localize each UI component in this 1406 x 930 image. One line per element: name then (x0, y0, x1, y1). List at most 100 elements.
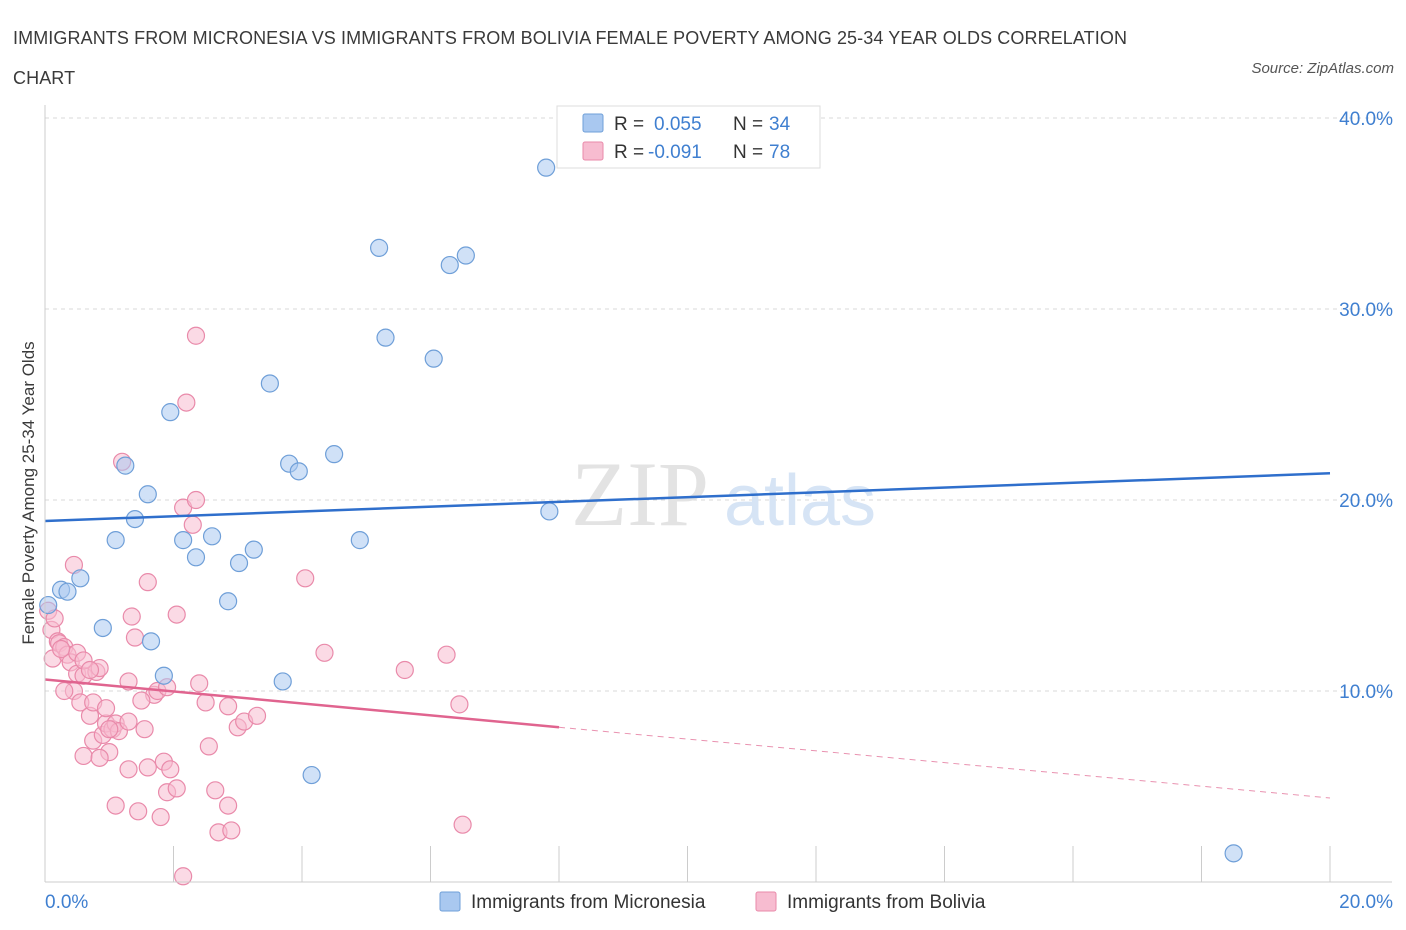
micronesia-point (174, 531, 193, 550)
axes (44, 105, 1392, 883)
bolivia-point (135, 720, 154, 739)
bolivia-point (186, 326, 206, 345)
legend-label-bolivia[interactable]: Immigrants from Bolivia (787, 892, 986, 913)
bolivia-point (100, 720, 119, 739)
micronesia-point (260, 374, 279, 393)
x-axis-ticks (44, 846, 1331, 882)
stats-r-label-micronesia: R = (614, 114, 644, 135)
series-legend[interactable]: Immigrants from Micronesia Immigrants fr… (439, 891, 986, 913)
bolivia-point (125, 628, 145, 647)
bolivia-point (199, 737, 218, 756)
stats-r-value-micronesia: 0.055 (654, 114, 702, 135)
micronesia-point (154, 666, 173, 685)
bolivia-point (247, 706, 267, 725)
bolivia-point (296, 569, 315, 588)
x-tick-label: 0.0% (45, 892, 88, 913)
bolivia-point (132, 691, 151, 710)
chart-source: Source: ZipAtlas.com (1251, 60, 1394, 77)
micronesia-point (325, 445, 344, 464)
bolivia-point (219, 697, 238, 716)
micronesia-point (376, 328, 395, 347)
stats-n-label-micronesia: N = (733, 114, 763, 135)
gridlines (45, 117, 1392, 692)
watermark-atlas: atlas (724, 461, 876, 541)
micronesia-point (370, 238, 389, 257)
bolivia-point (190, 674, 209, 693)
bolivia-point (167, 605, 186, 624)
series-micronesia-points (39, 158, 1243, 863)
bolivia-point (395, 660, 414, 680)
micronesia-point (93, 618, 112, 638)
micronesia-point (273, 672, 292, 691)
stats-r-value-bolivia: -0.091 (648, 142, 702, 163)
bolivia-point (315, 643, 334, 662)
bolivia-point (96, 699, 116, 718)
bolivia-point (196, 693, 215, 712)
legend-swatch-micronesia[interactable] (439, 891, 461, 912)
bolivia-point (90, 748, 109, 767)
y-tick-label: 30.0% (1339, 300, 1393, 321)
micronesia-point (71, 569, 90, 588)
bolivia-point (80, 660, 100, 680)
legend-swatch-bolivia[interactable] (755, 891, 777, 912)
bolivia-point (453, 815, 472, 834)
chart-title: IMMIGRANTS FROM MICRONESIA VS IMMIGRANTS… (13, 28, 1128, 88)
bolivia-point (222, 821, 241, 840)
bolivia-point (186, 490, 206, 510)
bolivia-point (177, 393, 196, 412)
stats-swatch-bolivia (582, 141, 604, 161)
y-tick-label: 10.0% (1339, 682, 1393, 703)
micronesia-point (116, 456, 135, 475)
micronesia-point (219, 592, 238, 611)
stats-swatch-micronesia (582, 113, 604, 133)
micronesia-point (302, 765, 321, 785)
bolivia-point (55, 681, 74, 701)
bolivia-point (119, 760, 138, 779)
bolivia-trend-extension (558, 726, 1331, 799)
micronesia-point (540, 502, 559, 521)
bolivia-point (51, 639, 71, 659)
stats-n-label-bolivia: N = (733, 142, 763, 163)
micronesia-point (424, 349, 443, 368)
watermark-zip: ZIP (571, 443, 709, 545)
watermark: ZIP atlas (571, 443, 876, 545)
bolivia-point (119, 712, 138, 731)
stats-legend: R = 0.055 N = 34 R = -0.091 N = 78 (556, 105, 821, 169)
series-bolivia-points (39, 326, 472, 886)
micronesia-point (537, 158, 556, 177)
micronesia-point (350, 531, 369, 550)
legend-label-micronesia[interactable]: Immigrants from Micronesia (471, 892, 706, 913)
micronesia-point (141, 632, 161, 651)
micronesia-point (161, 403, 180, 422)
stats-r-label-bolivia: R = (614, 142, 644, 163)
micronesia-point (39, 595, 58, 615)
bolivia-point (122, 607, 141, 626)
y-tick-label: 40.0% (1339, 109, 1393, 130)
stats-n-value-micronesia: 34 (769, 114, 791, 135)
bolivia-point (129, 802, 148, 821)
x-tick-label: 20.0% (1339, 892, 1393, 913)
x-axis-tick-labels: 0.0% 20.0% (45, 892, 1393, 913)
micronesia-point (186, 548, 206, 567)
micronesia-point (289, 462, 308, 481)
bolivia-point (183, 515, 202, 534)
micronesia-point (1224, 844, 1243, 863)
bolivia-point (138, 573, 157, 592)
bolivia-trend-line (44, 678, 560, 729)
y-axis-tick-labels: 10.0% 20.0% 30.0% 40.0% (1339, 109, 1393, 703)
micronesia-point (138, 485, 157, 504)
bolivia-point (450, 695, 469, 714)
bolivia-point (206, 781, 225, 800)
bolivia-point (167, 779, 186, 798)
bolivia-point (106, 796, 125, 815)
micronesia-point (456, 246, 475, 265)
stats-n-value-bolivia: 78 (769, 142, 790, 163)
micronesia-point (244, 540, 263, 559)
micronesia-point (58, 582, 77, 601)
bolivia-point (174, 867, 193, 886)
micronesia-trend-line (44, 472, 1331, 523)
micronesia-point (440, 255, 459, 275)
micronesia-point (229, 553, 249, 573)
bolivia-point (138, 758, 157, 777)
